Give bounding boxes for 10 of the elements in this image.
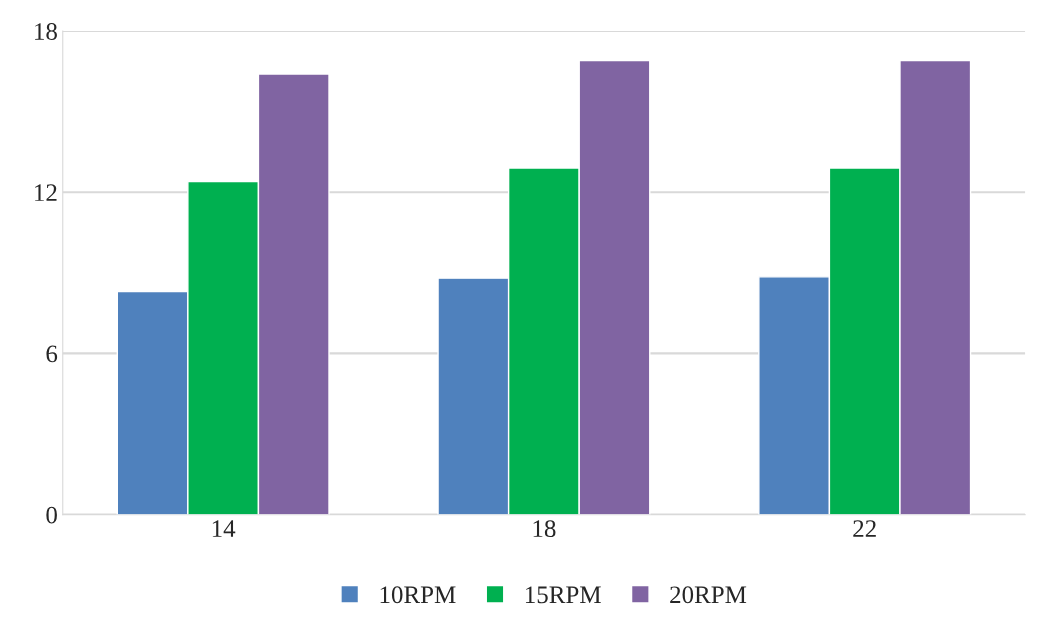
legend-label: 20RPM	[670, 586, 747, 604]
y-tick-label: 12	[35, 184, 57, 201]
x-tick-label: 14	[212, 520, 236, 537]
legend-label: 10RPM	[380, 586, 456, 604]
y-tick-label: 6	[46, 345, 58, 363]
y-tick-label: 0	[46, 506, 57, 524]
y-tick-label: 18	[35, 23, 57, 40]
x-tick-label: 18	[533, 520, 556, 538]
x-tick-label: 22	[853, 520, 876, 537]
legend-label: 15RPM	[525, 586, 601, 604]
